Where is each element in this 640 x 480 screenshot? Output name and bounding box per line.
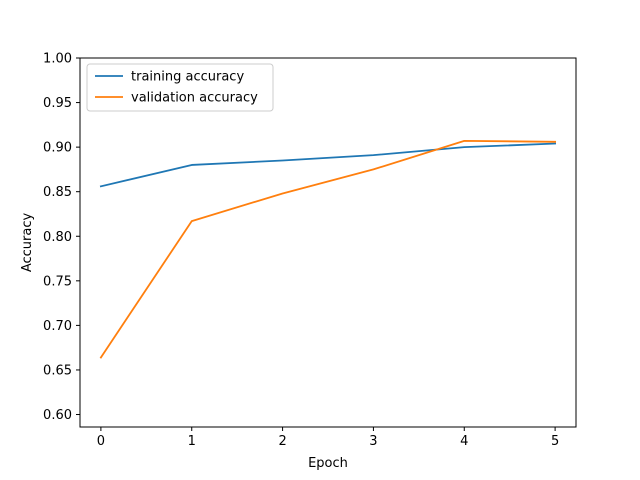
legend: training accuracy validation accuracy [86, 63, 274, 112]
y-tick-label: 0.85 [43, 185, 72, 200]
plot-border [79, 57, 577, 428]
legend-label: validation accuracy [131, 91, 258, 106]
x-tick-label: 0 [97, 434, 105, 449]
y-tick-label: 0.65 [43, 363, 72, 378]
y-tick-label: 1.00 [43, 52, 72, 67]
y-tick-label: 0.75 [43, 274, 72, 289]
y-tick-label: 0.70 [43, 319, 72, 334]
x-axis-label: Epoch [308, 456, 348, 471]
y-tick-label: 0.90 [43, 141, 72, 156]
series-line-2 [99, 139, 557, 359]
y-tick-label: 0.80 [43, 230, 72, 245]
plot-background [80, 58, 576, 427]
x-tick-label: 2 [278, 434, 286, 449]
y-axis-label: Accuracy [20, 213, 35, 273]
x-tick-label: 1 [188, 434, 196, 449]
legend-box [86, 63, 274, 112]
legend-label: training accuracy [131, 70, 244, 85]
plot-area: 0 1 2 3 4 5 0.60 0.65 0.70 0.75 0.80 0.85 0.90 0.95 1… [43, 52, 577, 449]
y-tick-label: 0.95 [43, 96, 72, 111]
x-tick-label: 5 [551, 434, 559, 449]
x-axis: 0 1 2 3 4 5 [97, 427, 559, 449]
series-layer [99, 139, 557, 359]
series-line-1 [99, 142, 557, 188]
x-tick-label: 4 [460, 434, 468, 449]
y-tick-label: 0.60 [43, 408, 72, 423]
y-axis: 0.60 0.65 0.70 0.75 0.80 0.85 0.90 0.95 1.00 [43, 52, 80, 423]
x-tick-label: 3 [369, 434, 377, 449]
